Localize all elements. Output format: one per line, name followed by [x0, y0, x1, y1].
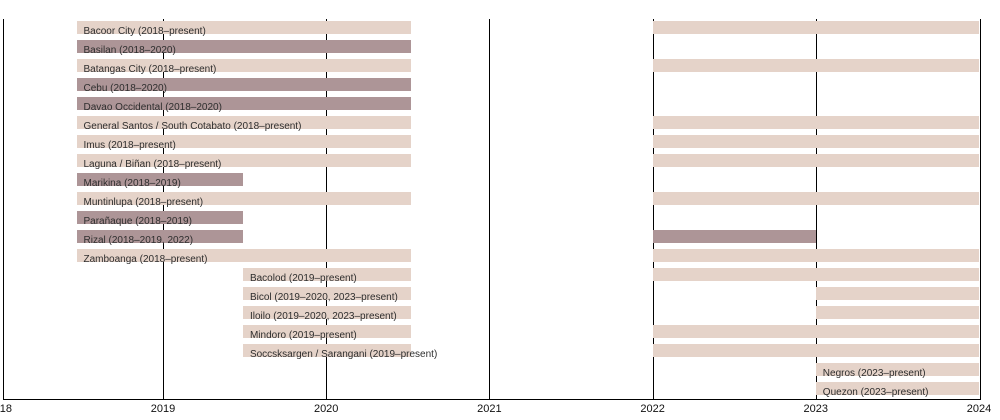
timeline-bar-segment: Laguna / Biñan (2018–present): [76, 154, 412, 170]
timeline-bar-segment: [815, 306, 979, 319]
timeline-bar-segment: Bicol (2019–2020, 2023–present): [242, 287, 412, 303]
x-tick-label: 2020: [313, 403, 339, 415]
timeline-row-label: Iloilo (2019–2020, 2023–present): [249, 311, 397, 322]
timeline-bar-segment: Bacolod (2019–present): [242, 268, 412, 284]
timeline-bar-segment: [652, 249, 979, 262]
timeline-bar-segment: Soccsksargen / Sarangani (2019–present): [242, 344, 437, 360]
timeline-row-label: Imus (2018–present): [83, 140, 176, 151]
timeline-bar-segment: Marikina (2018–2019): [76, 173, 243, 189]
x-tick-label: 2024: [966, 403, 992, 415]
timeline-bar-segment: Parañaque (2018–2019): [76, 211, 243, 227]
timeline-row-label: Bacoor City (2018–present): [83, 26, 206, 37]
timeline-row-label: Mindoro (2019–present): [249, 330, 357, 341]
timeline-row-label: Soccsksargen / Sarangani (2019–present): [249, 349, 438, 360]
timeline-bar-segment: Rizal (2018–2019, 2022): [76, 230, 243, 246]
timeline-row-label: Basilan (2018–2020): [83, 45, 176, 56]
timeline-bar-segment: [652, 268, 979, 281]
timeline-bar-segment: Batangas City (2018–present): [76, 59, 412, 75]
timeline-row-label: Marikina (2018–2019): [83, 178, 181, 189]
timeline-bar-segment: Cebu (2018–2020): [76, 78, 412, 94]
timeline-bar-segment: [652, 21, 979, 34]
timeline-bar-segment: [652, 116, 979, 129]
timeline-bar-segment: Iloilo (2019–2020, 2023–present): [242, 306, 412, 322]
timeline-bar-segment: Bacoor City (2018–present): [76, 21, 412, 37]
timeline-bar-segment: Muntinlupa (2018–present): [76, 192, 412, 208]
timeline-row-label: Negros (2023–present): [822, 368, 926, 379]
timeline-row-label: Quezon (2023–present): [822, 387, 929, 398]
timeline-bar-segment: [652, 192, 979, 205]
timeline-row-label: Rizal (2018–2019, 2022): [83, 235, 194, 246]
timeline-row-label: Laguna / Biñan (2018–present): [83, 159, 222, 170]
timeline-bar-segment: Quezon (2023–present): [815, 382, 979, 398]
timeline-row-label: Batangas City (2018–present): [83, 64, 217, 75]
timeline-row-label: General Santos / South Cotabato (2018–pr…: [83, 121, 302, 132]
timeline-bar-segment: [652, 230, 816, 243]
timeline-bar-segment: Mindoro (2019–present): [242, 325, 412, 341]
left-spine: [3, 19, 4, 399]
timeline-row-label: Davao Occidental (2018–2020): [83, 102, 222, 113]
timeline-bar-segment: General Santos / South Cotabato (2018–pr…: [76, 116, 412, 132]
x-tick-label: 2022: [640, 403, 665, 415]
timeline-row-label: Parañaque (2018–2019): [83, 216, 192, 227]
timeline-bar-segment: Negros (2023–present): [815, 363, 979, 379]
timeline-bar-segment: Basilan (2018–2020): [76, 40, 412, 56]
timeline-bar-segment: [652, 344, 979, 357]
timeline-bar-segment: [652, 59, 979, 72]
timeline-bar-segment: Zamboanga (2018–present): [76, 249, 412, 265]
x-tick-label: 2023: [803, 403, 829, 415]
x-tick-label: 2019: [150, 403, 176, 415]
timeline-bar-segment: [652, 135, 979, 148]
year-gridline: [489, 19, 491, 399]
timeline-bar-segment: Davao Occidental (2018–2020): [76, 97, 412, 113]
timeline-row-label: Bicol (2019–2020, 2023–present): [249, 292, 398, 303]
timeline-bar-segment: [652, 325, 979, 338]
x-tick-label: 2021: [477, 403, 502, 415]
timeline-bar-segment: Imus (2018–present): [76, 135, 412, 151]
x-axis-line: [3, 399, 981, 400]
timeline-row-label: Bacolod (2019–present): [249, 273, 357, 284]
timeline-row-label: Zamboanga (2018–present): [83, 254, 208, 265]
right-spine: [980, 19, 981, 399]
timeline-bar-segment: [815, 287, 979, 300]
year-gridline: [815, 19, 817, 399]
x-tick-label: 2018: [0, 403, 13, 415]
timeline-bar-segment: [652, 154, 979, 167]
timeline-row-label: Cebu (2018–2020): [83, 83, 167, 94]
timeline-row-label: Muntinlupa (2018–present): [83, 197, 204, 208]
year-gridline: [652, 19, 654, 399]
year-gridline: [163, 19, 164, 399]
year-gridline: [326, 19, 328, 399]
